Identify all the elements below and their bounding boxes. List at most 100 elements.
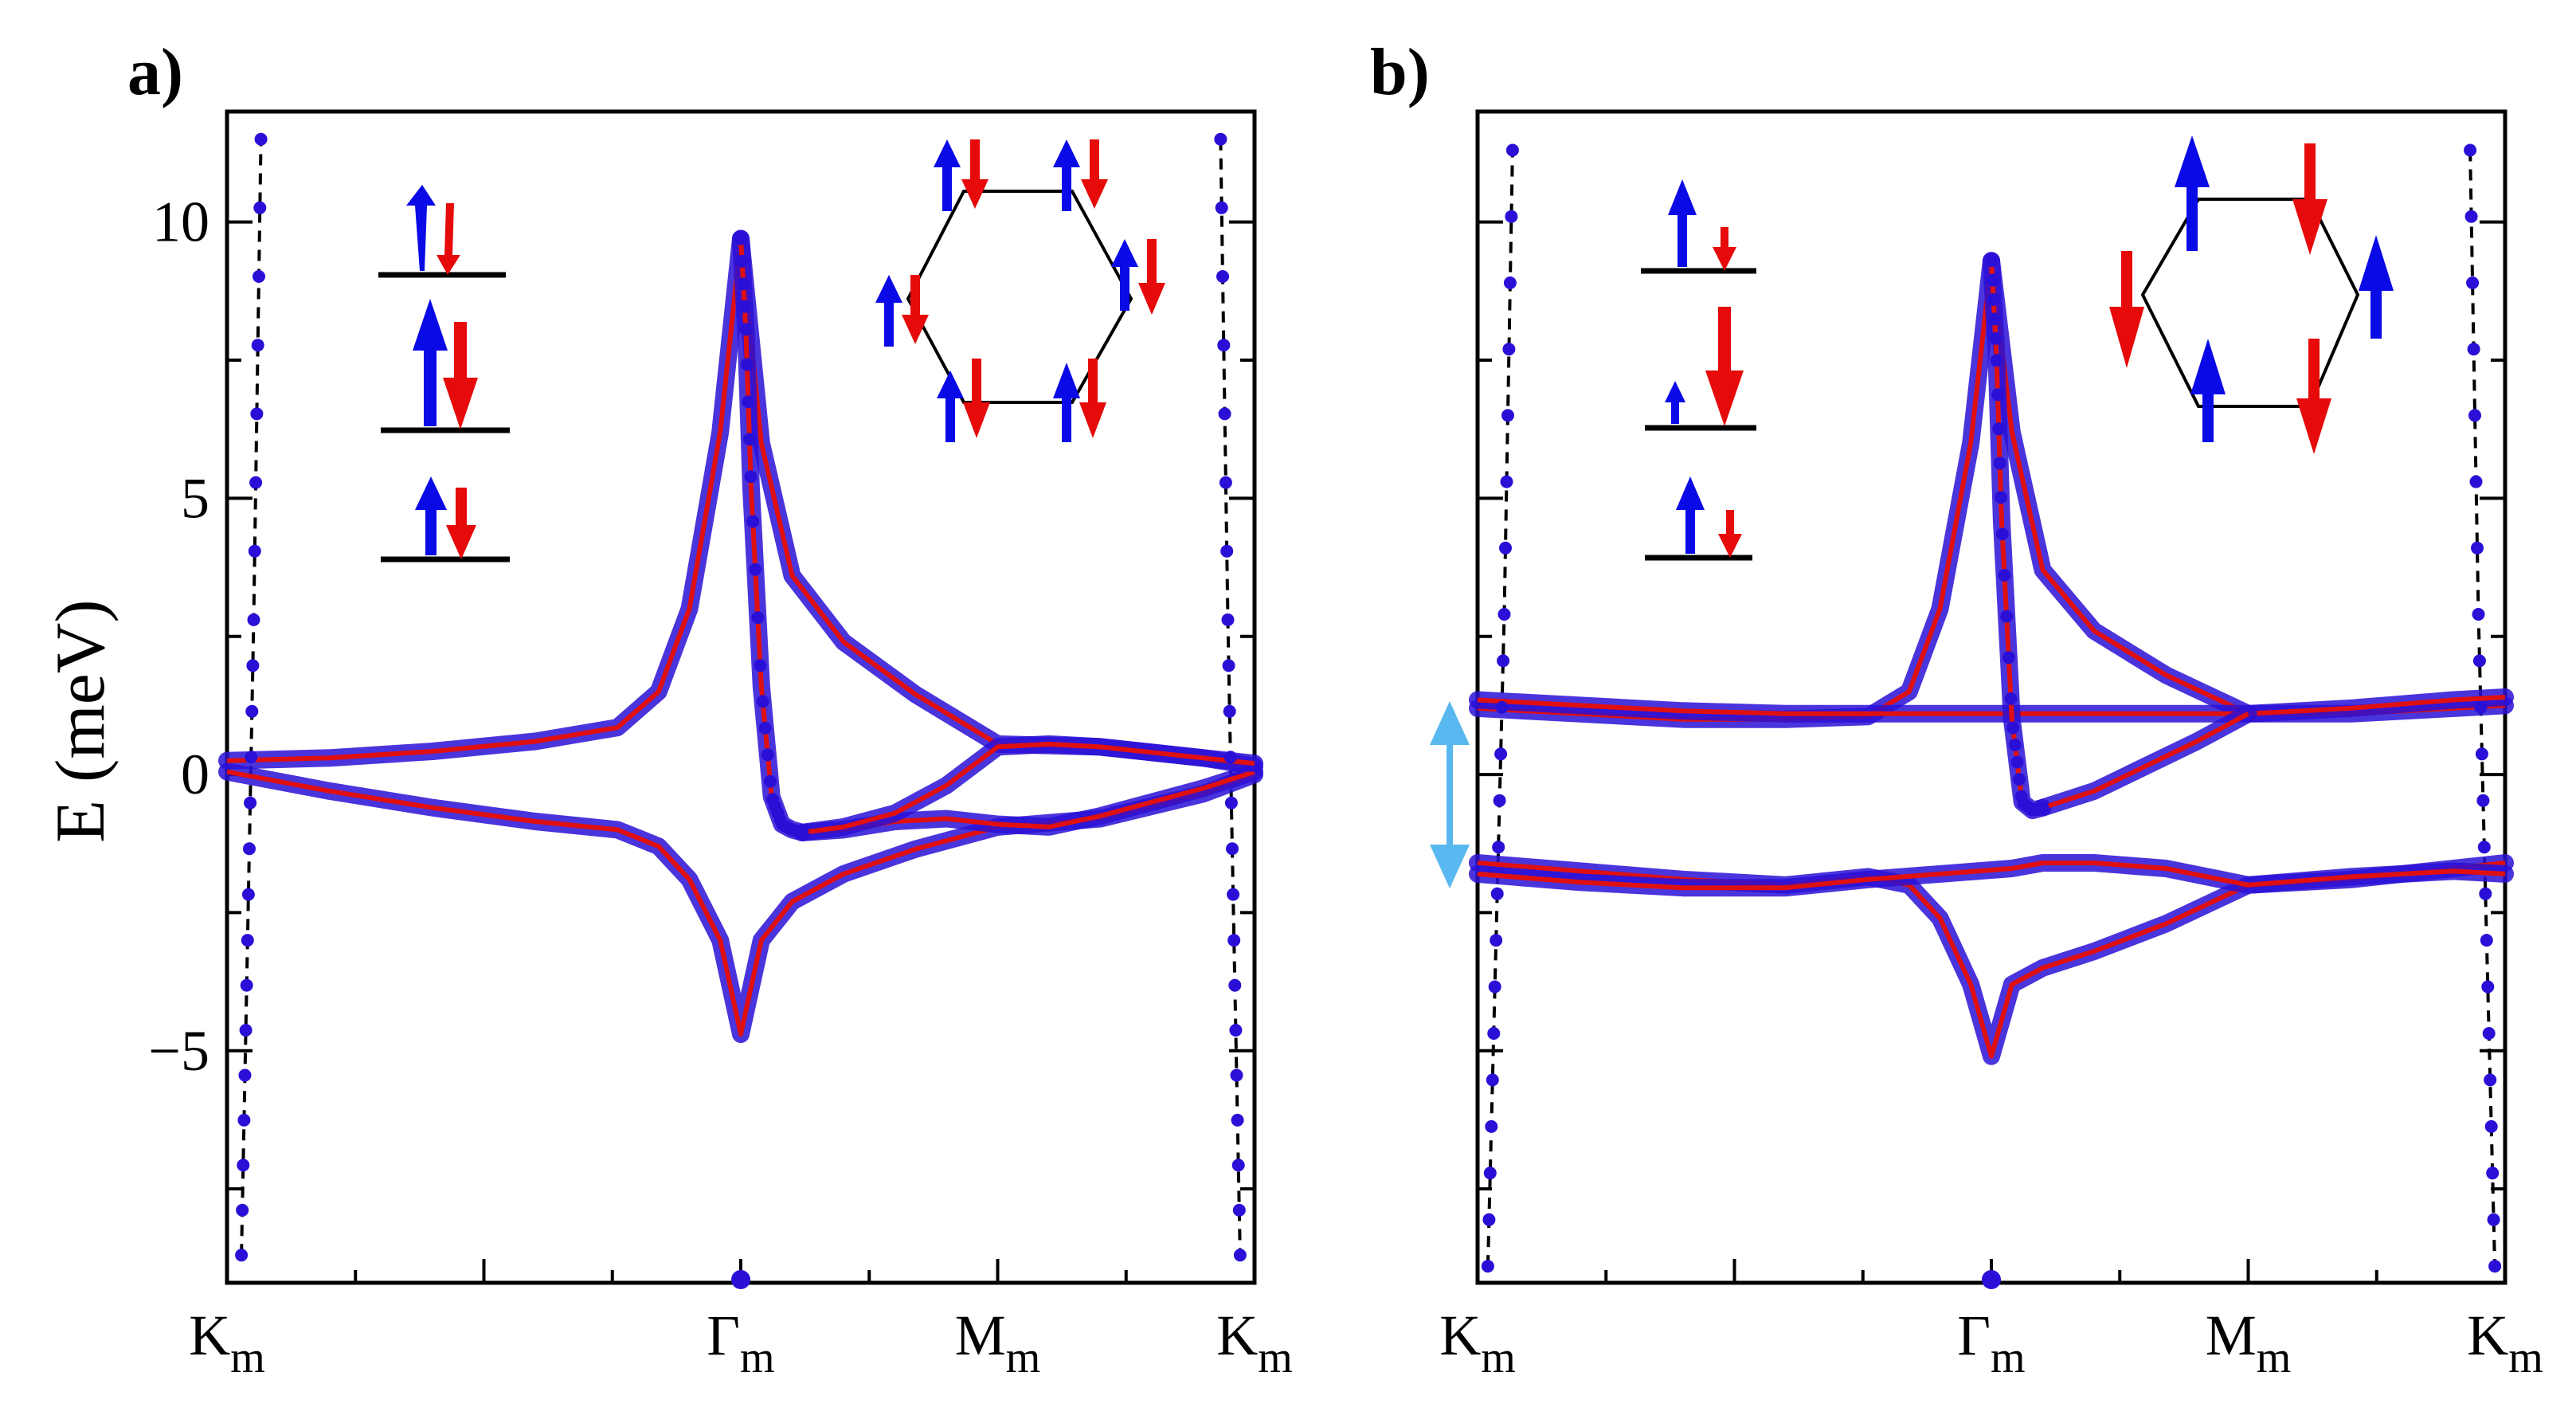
- band-dot: [754, 659, 767, 672]
- band-dot: [1505, 210, 1518, 223]
- band-dot: [241, 934, 254, 947]
- band-dot: [1214, 132, 1227, 146]
- y-tick-label: 0: [181, 743, 209, 806]
- band-dot: [2006, 721, 2020, 735]
- band-dot: [249, 476, 263, 489]
- band-dot: [237, 1113, 251, 1127]
- band-dot: [1992, 422, 2006, 436]
- band-dot: [1497, 608, 1511, 621]
- band-dot: [758, 721, 772, 735]
- band-dot: [2008, 739, 2022, 751]
- band-dot: [236, 1203, 249, 1217]
- band-dot: [1502, 343, 1516, 356]
- spin-pair-bottom-left: [937, 359, 990, 442]
- band-dot: [1483, 1166, 1497, 1180]
- band-dot: [1229, 1024, 1243, 1037]
- band-dot: [251, 339, 264, 352]
- band-dot: [796, 825, 809, 839]
- band-dot: [2484, 1119, 2498, 1133]
- band-dot: [749, 563, 762, 576]
- band-dot: [2010, 755, 2024, 769]
- spin-down-icon: [1713, 227, 1736, 271]
- band-line-red: [801, 741, 1255, 835]
- y-tick-label: 5: [181, 466, 209, 530]
- band-dot: [247, 613, 260, 626]
- spin-up-icon: [415, 476, 447, 555]
- band-dot: [254, 132, 268, 146]
- band-dot: [1482, 1213, 1496, 1226]
- spin-pair-left: [875, 275, 929, 347]
- spin-down-icon: [1718, 510, 1742, 558]
- spin-up-icon: [413, 299, 448, 426]
- band-line-thick: [1469, 688, 2514, 723]
- band-line-red: [1477, 861, 2506, 891]
- spin-down-icon: [2292, 143, 2327, 255]
- band-dot: [746, 515, 760, 528]
- band-dot: [1485, 1119, 1498, 1133]
- spin-up-icon: [2359, 235, 2394, 339]
- x-tick-label: Γm: [1957, 1304, 2025, 1382]
- band-dot: [1494, 747, 1508, 761]
- band-dot: [250, 407, 264, 421]
- gap-arrow: [1430, 701, 1470, 888]
- band-dot: [751, 611, 765, 625]
- band-dot: [2488, 1260, 2502, 1273]
- band-dot: [1985, 254, 1998, 268]
- band-dot: [1987, 293, 2000, 306]
- band-dot: [2486, 1166, 2500, 1180]
- band-dot: [1995, 527, 2009, 541]
- band-dot: [737, 277, 750, 291]
- x-tick-label: Mm: [2206, 1304, 2292, 1382]
- band-dot: [2469, 475, 2483, 488]
- x-tick-label: Km: [1216, 1304, 1293, 1382]
- band-dot: [742, 433, 756, 446]
- band-dot: [1500, 475, 1513, 488]
- band-dot: [742, 395, 755, 409]
- dispersive-band-line: [1219, 139, 1242, 1256]
- hexagon-inset-b: [2109, 135, 2394, 454]
- band-dot: [1495, 700, 1509, 714]
- band-dot: [1231, 1113, 1244, 1127]
- band-dot: [248, 544, 261, 558]
- band-dot: [1990, 354, 2003, 367]
- x-tick-label: Km: [189, 1304, 265, 1382]
- band-dot: [1486, 1073, 1499, 1087]
- band-dot: [1993, 457, 2006, 470]
- band-dot: [1492, 841, 1505, 854]
- band-dot: [2000, 610, 2014, 623]
- band-dot: [241, 888, 255, 901]
- spin-down-icon: [437, 203, 460, 275]
- band-dot: [1233, 1249, 1247, 1262]
- band-dot: [1989, 331, 2002, 345]
- spin-up-icon: [406, 185, 436, 271]
- band-dot: [2477, 841, 2491, 854]
- y-tick-labels-a: −5 0 5 10: [148, 190, 209, 1083]
- band-dot-gamma-edge: [1982, 1270, 2001, 1289]
- spin-down-icon: [2296, 339, 2331, 454]
- band-line-red: [2042, 712, 2249, 810]
- band-dot: [244, 796, 257, 810]
- x-tick-labels-b: Km Γm Mm Km: [1439, 1304, 2543, 1382]
- band-dot: [2013, 773, 2026, 786]
- band-dot: [1215, 201, 1228, 214]
- band-dot: [2036, 801, 2049, 814]
- x-tick-label: Mm: [955, 1304, 1041, 1382]
- band-dot: [240, 978, 253, 992]
- band-dot: [253, 201, 267, 214]
- spin-pair-top-left: [934, 139, 989, 211]
- band-dot: [739, 323, 753, 336]
- band-dot: [1493, 794, 1506, 807]
- gap-arrow-head-down: [1430, 845, 1470, 888]
- band-dot: [1228, 978, 1242, 992]
- band-dot: [239, 1024, 253, 1037]
- band-dot: [2464, 143, 2477, 157]
- spin-down-icon: [1705, 307, 1744, 426]
- spin-up-icon: [2175, 135, 2210, 251]
- y-axis-title: E (meV): [42, 599, 119, 842]
- dispersive-band-line: [240, 139, 263, 1256]
- band-dot: [1231, 1158, 1245, 1172]
- dispersive-band-line: [2468, 150, 2497, 1267]
- band-dot: [2480, 934, 2493, 947]
- band-dot: [1223, 704, 1236, 718]
- band-dot: [2468, 409, 2481, 422]
